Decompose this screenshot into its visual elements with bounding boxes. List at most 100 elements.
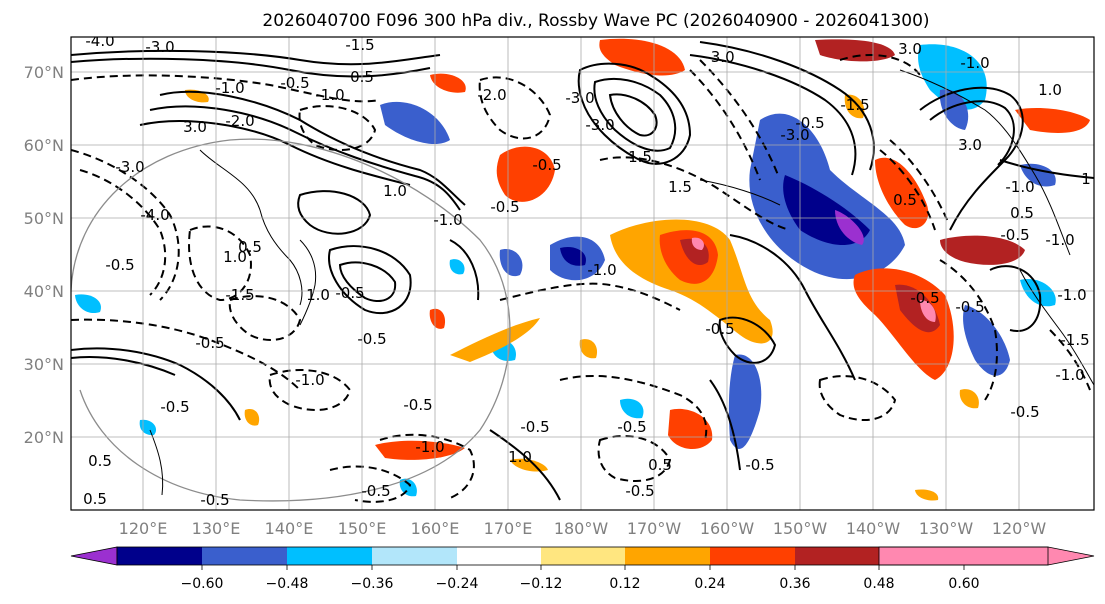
contour-dashed: [298, 105, 377, 151]
contour-label: -0.5: [200, 491, 229, 509]
colorbar-segment: [287, 547, 372, 565]
shade-neg-okhotsk: [380, 101, 450, 145]
contour-label: -1.0: [433, 211, 462, 229]
contour-label: 1.0: [508, 448, 532, 466]
contour-label: -0.5: [160, 398, 189, 416]
contour-label: -1.0: [587, 261, 616, 279]
lat-label: 50°N: [24, 209, 64, 228]
shade-neg-sm7: [399, 478, 417, 497]
contour-solid: [159, 90, 466, 206]
contour-label: 0.5: [893, 191, 917, 209]
lon-label: 130°W: [919, 519, 974, 538]
contour-label: -0.5: [955, 298, 984, 316]
contour-label: -1.0: [1045, 231, 1074, 249]
contour-solid: [919, 86, 1024, 231]
contour-dashed: [939, 259, 998, 401]
colorbar-segment: [372, 547, 457, 565]
shade-pos-sm6: [844, 94, 865, 119]
contour-label: -0.5: [1000, 226, 1029, 244]
shade-pos-alaska: [875, 157, 929, 229]
contour-label: -4.0: [140, 206, 169, 224]
contour-dashed: [71, 318, 301, 391]
lat-label: 20°N: [24, 428, 64, 447]
coastline: [699, 179, 781, 206]
contour-label: -0.5: [335, 284, 364, 302]
colorbar-extend-right: [878, 546, 1095, 566]
contour-solid: [338, 261, 397, 302]
contour-label: 1.0: [383, 182, 407, 200]
contour-label: -1.0: [1055, 366, 1084, 384]
colorbar-tick-label: −0.60: [181, 576, 224, 592]
map-panel: -4.0 -1.5 -3.0 -0.5 0.5 -1.0 -2.0 -3.0 -…: [71, 32, 1094, 510]
colorbar-tick-label: 0.36: [779, 576, 810, 592]
contour-label: -3.0: [565, 89, 594, 107]
shade-pos-top: [599, 38, 685, 76]
contour-label: -4.0: [85, 32, 114, 50]
shade-pos-sm4: [429, 308, 446, 329]
contour-label: -0.5: [357, 330, 386, 348]
contour-dashed: [1049, 329, 1091, 391]
contour-label: -1.0: [315, 86, 344, 104]
contour-label: -0.5: [910, 289, 939, 307]
contour-label: 0.5: [350, 68, 374, 86]
contour-layer: [71, 41, 1094, 503]
colorbar-tick-label: −0.36: [351, 576, 394, 592]
contour-label: -3.0: [705, 48, 734, 66]
contour-label: -0.5: [617, 418, 646, 436]
contour-label: -2.0: [225, 112, 254, 130]
lon-labels: 120°E 130°E 140°E 150°E 160°E 170°E 180°…: [119, 519, 1047, 538]
colorbar-tick-label: −0.12: [520, 576, 563, 592]
contour-solid: [449, 239, 480, 301]
coastline: [1019, 269, 1094, 386]
shade-pos-bc: [940, 235, 1025, 265]
contour-label: -3.0: [115, 158, 144, 176]
contour-label: 3.0: [183, 118, 207, 136]
lon-label: 140°W: [846, 519, 901, 538]
colorbar: −0.60 −0.48 −0.36 −0.24 −0.12 0.12 0.24 …: [70, 546, 1095, 592]
contour-label: 1.0: [223, 248, 247, 266]
colorbar-tick-label: 0.60: [948, 576, 979, 592]
contour-label: -0.5: [490, 198, 519, 216]
colorbar-tick-label: 0.12: [609, 576, 640, 592]
contour-dashed: [71, 74, 381, 103]
contour-dashed: [228, 295, 302, 341]
contour-label: -1.5: [1060, 331, 1089, 349]
contour-label: -0.5: [105, 256, 134, 274]
contour-label: -0.5: [403, 396, 432, 414]
shade-neg-kam-core: [560, 246, 586, 266]
contour-label: -0.5: [625, 482, 654, 500]
contour-solid: [729, 234, 856, 381]
lat-label: 30°N: [24, 355, 64, 374]
contour-label: -3.0: [585, 116, 614, 134]
colorbar-tick-label: −0.24: [436, 576, 479, 592]
contour-label: 1.5: [628, 148, 652, 166]
shade-neg-bering-peak: [835, 210, 864, 245]
colorbar-frame: [116, 546, 1049, 566]
contour-dashed: [71, 149, 180, 301]
contour-solid: [489, 429, 561, 501]
contour-label: -0.5: [195, 334, 224, 352]
contour-dashed: [839, 54, 921, 76]
lat-label: 40°N: [24, 282, 64, 301]
shade-pos-gulf-p: [920, 300, 936, 322]
contour-label: 0.5: [83, 490, 107, 508]
shade-pos-top2: [815, 39, 895, 62]
contour-dashed: [599, 156, 791, 231]
gridlines: [71, 37, 1094, 510]
contour-label: -1.0: [1057, 286, 1086, 304]
lat-label: 60°N: [24, 136, 64, 155]
contour-label: 0.5: [648, 456, 672, 474]
colorbar-segment: [117, 547, 202, 565]
contour-solid: [71, 49, 441, 66]
shade-neg-bering: [749, 113, 905, 280]
contour-solid: [297, 190, 372, 235]
shade-neg-sm4: [939, 89, 969, 130]
contour-label: -3.0: [145, 38, 174, 56]
colorbar-segment: [625, 547, 710, 565]
shade-neg-alaska: [918, 44, 987, 110]
colorbar-segment: [202, 547, 287, 565]
colorbar-segment: [541, 547, 625, 565]
lon-label: 150°E: [338, 519, 387, 538]
contour-label: -3.0: [780, 126, 809, 144]
contour-label: -0.5: [745, 456, 774, 474]
